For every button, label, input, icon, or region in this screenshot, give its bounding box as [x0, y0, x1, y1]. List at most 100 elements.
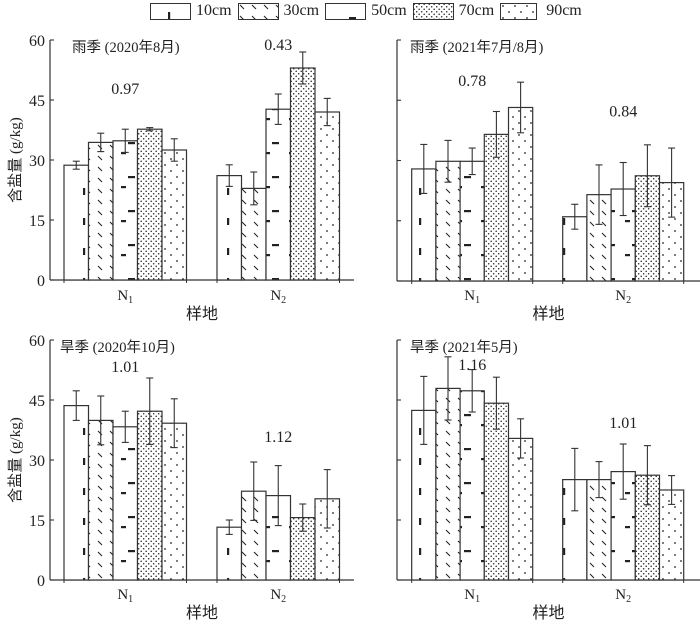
y-axis-label: 含盐量 (g/kg) [7, 417, 24, 502]
annotation-ratio: 1.12 [264, 429, 292, 446]
x-tick-label: N1 [117, 587, 133, 605]
error-bar-n2-50cm [274, 93, 282, 125]
error-bar-n2-10cm [225, 164, 233, 187]
x-tick-label: N1 [117, 288, 133, 306]
legend-item-10cm: 10cm [150, 2, 232, 20]
error-bar-n2-50cm [619, 443, 627, 500]
x-tick-label: N1 [464, 587, 480, 605]
error-bar-n2-70cm [643, 445, 651, 506]
panel-1: 0 15 30 45 60 含盐量 (g/kg) 雨季 (2020年8月) N1 0.97 N2 0… [7, 33, 354, 323]
bar-n1-10cm [63, 405, 90, 581]
error-bar-n1-50cm [121, 410, 129, 443]
bar-n1-50cm [112, 426, 139, 581]
bar-n1-90cm [507, 437, 534, 581]
bar-n1-90cm [507, 106, 534, 282]
error-bar-n2-70cm [299, 503, 307, 532]
y-tick-label: 15 [29, 213, 45, 230]
error-bar-n1-30cm [444, 139, 452, 183]
error-bar-n1-30cm [444, 356, 452, 421]
bar-n1-70cm [136, 128, 163, 281]
error-bar-n2-30cm [250, 171, 258, 206]
error-bar-n1-90cm [517, 81, 525, 134]
bar-n2-50cm [265, 108, 292, 281]
legend-item-90cm: 90cm [500, 2, 582, 20]
bar-n1-30cm [87, 419, 114, 581]
error-bar-n2-10cm [571, 203, 579, 230]
error-bar-n2-10cm [225, 519, 233, 535]
legend-swatch-90cm [500, 2, 538, 20]
bar-n2-10cm [216, 526, 243, 581]
bar-n1-50cm [459, 160, 485, 282]
y-tick-label: 60 [29, 333, 45, 350]
error-bar-n1-50cm [468, 147, 476, 176]
legend-label: 30cm [283, 2, 320, 19]
x-tick-label: N2 [615, 587, 631, 605]
y-tick-label: 45 [29, 393, 45, 410]
annotation-ratio: 0.78 [458, 73, 486, 90]
bar-n2-10cm [216, 175, 243, 281]
error-bar-n2-50cm [274, 465, 282, 527]
error-bar-n1-30cm [97, 395, 105, 446]
error-bar-n1-70cm [146, 377, 154, 445]
y-axis-label: 含盐量 (g/kg) [7, 117, 24, 202]
y-tick-label: 45 [29, 93, 45, 110]
x-axis-label: 样地 [532, 305, 564, 323]
error-bar-n1-50cm [468, 369, 476, 413]
error-bar-n1-10cm [420, 143, 428, 194]
bar-n1-50cm [112, 140, 139, 281]
error-bar-n1-10cm [72, 390, 80, 421]
panel-title: 雨季 (2021年7月/8月) [410, 39, 543, 56]
error-bar-n2-30cm [250, 461, 258, 521]
error-bar-n1-90cm [517, 418, 525, 459]
y-tick-label: 0 [37, 573, 45, 590]
error-bar-n2-90cm [668, 475, 676, 505]
legend-label: 70cm [458, 2, 495, 19]
x-tick-label: N1 [464, 288, 480, 306]
bar-n1-70cm [483, 133, 510, 282]
x-tick-label: N2 [270, 587, 286, 605]
error-bar-n1-70cm [492, 376, 500, 430]
error-bar-n1-50cm [121, 128, 129, 153]
error-bar-n2-90cm [323, 469, 331, 529]
x-axis-label: 样地 [186, 305, 218, 323]
bar-n2-70cm [289, 67, 316, 281]
bar-n2-10cm [562, 216, 588, 282]
legend-label: 90cm [546, 2, 582, 19]
panel-title: 旱季 (2021年5月) [410, 339, 518, 356]
x-axis-label: 样地 [532, 604, 564, 622]
legend-item-30cm: 30cm [237, 2, 320, 20]
legend-swatch-30cm [237, 2, 279, 20]
error-bar-n1-70cm [146, 127, 154, 132]
y-tick-label: 0 [37, 273, 45, 290]
bar-n1-50cm [459, 390, 485, 581]
error-bar-n2-10cm [571, 447, 579, 512]
y-tick-label: 30 [29, 153, 45, 170]
error-bar-n1-90cm [170, 398, 178, 449]
bar-n1-10cm [63, 164, 90, 281]
bar-n2-90cm [314, 111, 341, 281]
panel-title: 旱季 (2020年10月) [60, 339, 175, 356]
x-tick-label: N2 [270, 288, 286, 306]
error-bar-n1-10cm [72, 160, 80, 170]
annotation-ratio: 1.01 [609, 415, 637, 432]
error-bar-n2-70cm [299, 51, 307, 85]
error-bar-n2-30cm [595, 461, 603, 499]
legend-item-70cm: 70cm [412, 2, 495, 20]
bar-n1-70cm [483, 402, 510, 581]
annotation-ratio: 0.97 [111, 81, 139, 98]
bar-n1-30cm [87, 141, 114, 281]
legend-label: 50cm [371, 2, 407, 19]
legend-swatch-70cm [412, 2, 454, 20]
error-bar-n1-70cm [492, 110, 500, 158]
legend: 10cm 30cm 50cm 70cm 90cm [150, 1, 588, 21]
error-bar-n2-70cm [643, 144, 651, 208]
y-tick-label: 60 [29, 33, 45, 50]
error-bar-n1-10cm [420, 375, 428, 445]
panel-title: 雨季 (2020年8月) [72, 39, 180, 56]
panel-4: 旱季 (2021年5月) N1 1.16 N2 1.01 样地 [396, 339, 700, 622]
x-tick-label: N2 [615, 288, 631, 306]
error-bar-n2-30cm [595, 164, 603, 225]
error-bar-n2-50cm [619, 161, 627, 217]
legend-swatch-50cm [325, 2, 367, 20]
